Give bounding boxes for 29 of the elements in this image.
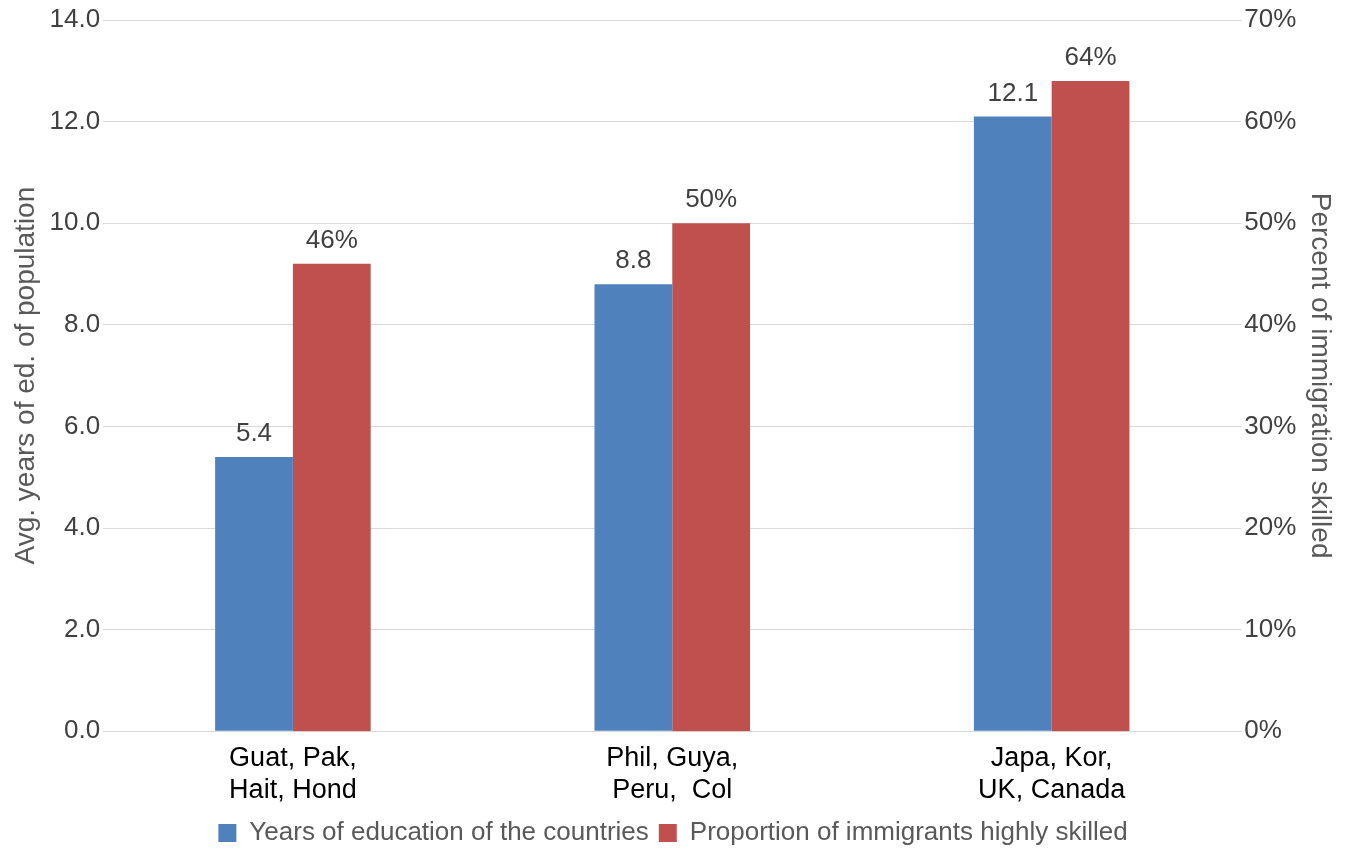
y2-tick-label: 10% [1244, 612, 1297, 643]
y2-tick-label: 20% [1244, 511, 1297, 542]
y-tick-label: 0.0 [64, 714, 101, 745]
legend-label: Proportion of immigrants highly skilled [689, 816, 1128, 847]
data-label: 12.1 [987, 76, 1039, 107]
y-axis-title: Avg. years of ed. of population [8, 186, 40, 565]
x-tick-label: Japa, Kor, UK, Canada [978, 741, 1127, 805]
y-tick-label: 8.0 [64, 307, 101, 338]
y-tick-label: 14.0 [49, 3, 101, 34]
legend-label: Years of education of the countries [249, 816, 649, 847]
y2-axis-title: Percent of immigration skilled [1306, 192, 1338, 559]
data-label: 46% [305, 224, 358, 255]
y2-tick-label: 0% [1244, 714, 1282, 745]
x-tick-label: Phil, Guya, Peru, Col [606, 741, 739, 805]
y-tick-label: 10.0 [49, 206, 101, 237]
y-tick-label: 2.0 [64, 612, 101, 643]
data-label: 50% [685, 183, 738, 214]
data-label: 8.8 [615, 244, 652, 275]
y-tick-label: 4.0 [64, 511, 101, 542]
y2-tick-label: 70% [1244, 3, 1297, 34]
data-label: 5.4 [235, 417, 273, 448]
data-label: 64% [1064, 41, 1117, 72]
x-tick-label: Guat, Pak, Hait, Hond [229, 741, 357, 805]
y2-tick-label: 40% [1244, 307, 1297, 338]
y2-tick-label: 30% [1244, 409, 1297, 440]
y2-tick-label: 50% [1244, 206, 1297, 237]
y-tick-label: 12.0 [49, 104, 101, 135]
y2-tick-label: 60% [1244, 104, 1297, 135]
y-tick-label: 6.0 [64, 409, 101, 440]
